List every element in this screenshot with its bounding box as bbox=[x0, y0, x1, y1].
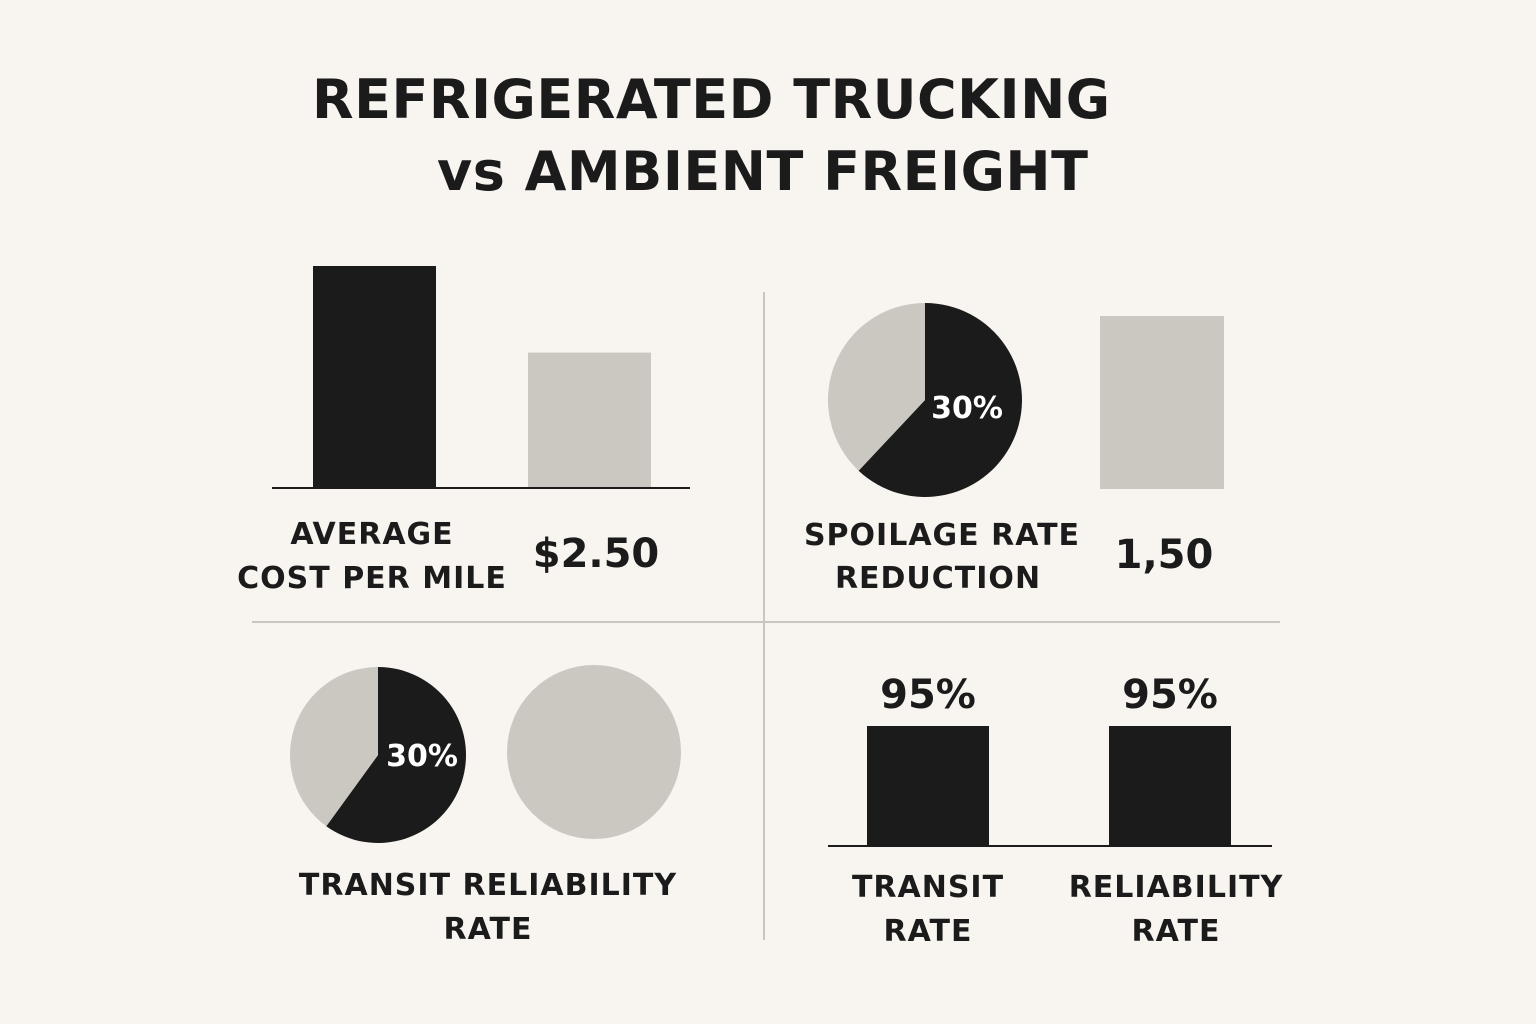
cost-label-line-1: AVERAGE bbox=[290, 517, 453, 552]
cost-value: $2.50 bbox=[533, 531, 660, 577]
cost-bars bbox=[313, 266, 651, 488]
cost-label-line-2: COST PER MILE bbox=[237, 561, 507, 596]
transit-pie-label-line-1: TRANSIT RELIABILITY bbox=[299, 868, 677, 903]
spoilage-pie bbox=[828, 303, 1022, 498]
spoilage-pie-slice-1 bbox=[858, 303, 1022, 498]
spoilage-label-line-1: SPOILAGE RATE bbox=[804, 518, 1080, 553]
bar2-label-line-2: RATE bbox=[1132, 914, 1221, 949]
spoilage-value: 1,50 bbox=[1115, 532, 1214, 578]
transit-bars-panel: 95% 95% TRANSIT RATE RELIABILITY RATE bbox=[828, 672, 1284, 949]
bar1-label-line-1: TRANSIT bbox=[852, 870, 1004, 905]
spoilage-bar-group bbox=[1100, 316, 1224, 489]
bar1-label-line-2: RATE bbox=[884, 914, 973, 949]
transit-bar-1 bbox=[867, 726, 989, 846]
spoilage-pie-slice-2 bbox=[828, 303, 925, 471]
transit-bars: 95% 95% bbox=[867, 672, 1231, 846]
transit-pie-label: 30% bbox=[386, 739, 458, 774]
spoilage-panel: 30% SPOILAGE RATE REDUCTION 1,50 bbox=[804, 303, 1224, 596]
chart-title-line-1: REFRIGERATED TRUCKING bbox=[312, 68, 1111, 131]
transit-pie-1 bbox=[290, 666, 466, 843]
transit-pie-1-slice-2 bbox=[290, 666, 378, 827]
transit-pie-label-line-2: RATE bbox=[444, 912, 533, 947]
chart-title-line-2: vs AMBIENT FREIGHT bbox=[437, 140, 1089, 203]
transit-pie-panel: 30% TRANSIT RELIABILITY RATE bbox=[290, 665, 681, 947]
transit-pie-1-slice-1 bbox=[326, 667, 466, 843]
transit-bar-2-value: 95% bbox=[1122, 672, 1218, 718]
cost-panel: AVERAGE COST PER MILE $2.50 bbox=[237, 266, 690, 596]
transit-bar-1-value: 95% bbox=[880, 672, 976, 718]
transit-pie-2 bbox=[507, 665, 681, 839]
transit-pie-2-slice-1 bbox=[507, 665, 681, 839]
spoilage-pie-label: 30% bbox=[931, 391, 1003, 426]
cost-bar-1 bbox=[313, 266, 436, 488]
spoilage-bar bbox=[1100, 316, 1224, 489]
transit-bar-2 bbox=[1109, 726, 1231, 846]
spoilage-label-line-2: REDUCTION bbox=[835, 561, 1041, 596]
cost-bar-2 bbox=[528, 352, 651, 488]
bar2-label-line-1: RELIABILITY bbox=[1069, 870, 1284, 905]
